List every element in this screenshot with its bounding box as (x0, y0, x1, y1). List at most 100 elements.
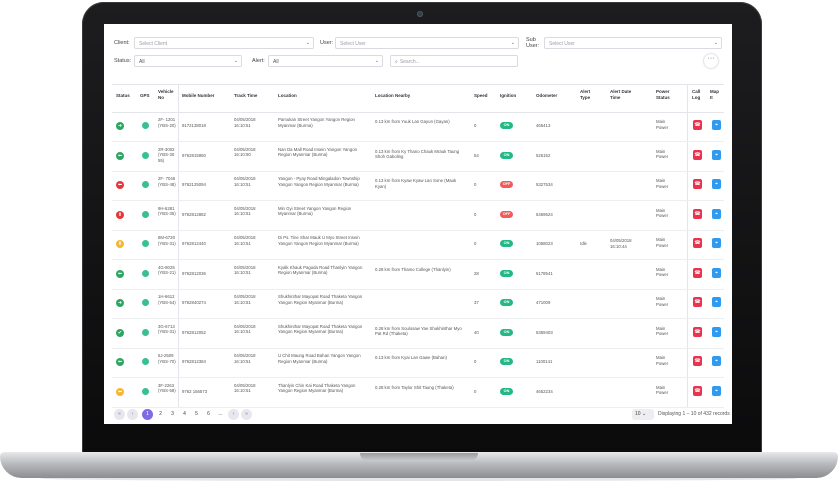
chevron-down-icon: ⌄ (641, 411, 647, 417)
column-header: GPS (140, 93, 150, 98)
user-select[interactable]: Select User ⌄ (335, 37, 519, 49)
column-header: Alert Date Time (610, 89, 632, 100)
search-icon: ⌕ (395, 59, 398, 65)
table-row[interactable]: ⬅ 4G-8025 (YBS-21) 9762812036 04/05/2018 16… (112, 259, 724, 290)
page-ellipsis: ... (218, 411, 223, 417)
call-log-button[interactable]: ☎ (693, 267, 702, 278)
gps-status-icon (142, 210, 149, 218)
table-row[interactable]: ⬅ 5J-2509 (YBS-70) 9762812384 04/05/2018 16… (112, 347, 724, 378)
map-pin-button[interactable]: ⌖ (712, 326, 721, 337)
call-log-button[interactable]: ☎ (693, 208, 702, 219)
table-row[interactable]: ✔ 3G-6713 (YBS-31) 9762812052 04/05/2018 16… (112, 318, 724, 349)
map-pin-button[interactable]: ⌖ (712, 238, 721, 248)
track-time: 04/05/2018 16:10:51 (234, 264, 256, 276)
gps-status-icon (142, 151, 149, 159)
power-status: Main Power (656, 207, 669, 219)
map-pin-button[interactable]: ⌖ (712, 120, 721, 130)
table-row[interactable]: ⬅ 3F-2263 (YBS-58) 9762 156573 04/05/2018 1… (112, 377, 724, 408)
chevron-down-icon: ⌄ (374, 58, 379, 64)
column-header: Map It (710, 89, 719, 100)
page-5-button[interactable]: 5 (195, 411, 198, 417)
alert-select-text: All (273, 59, 279, 65)
more-options-button[interactable]: ··· (704, 54, 718, 68)
app-screen: Client: Select Client ⌄ User: Select Use… (104, 24, 732, 424)
vehicle-no: 5J-2509 (YBS-70) (158, 353, 176, 364)
subuser-select[interactable]: Select User ⌄ (544, 37, 722, 49)
vehicle-no: 2F- 1201 (YBS-20) (158, 117, 176, 128)
status-green-icon: ➜ (116, 299, 124, 307)
page-4-button[interactable]: 4 (183, 411, 186, 417)
filter-bar: Client: Select Client ⌄ User: Select Use… (112, 37, 724, 73)
map-pin-button[interactable]: ⌖ (712, 297, 721, 307)
map-pin-button[interactable]: ⌖ (712, 267, 721, 278)
track-time: 04/05/2018 16:10:51 (234, 235, 256, 246)
vehicle-no: 9H-6281 (YBS-35) (158, 205, 176, 217)
map-pin-button[interactable]: ⌖ (712, 385, 721, 396)
map-pin-button[interactable]: ⌖ (712, 356, 721, 366)
alert-select[interactable]: All ⌄ (268, 55, 383, 67)
vehicle-no: 2R-3002 (YBS-30 55) (158, 146, 175, 163)
page-6-button[interactable]: 6 (207, 411, 210, 417)
column-header: Call Log (692, 89, 701, 100)
call-log-button[interactable]: ☎ (693, 297, 702, 307)
per-page-select[interactable]: 10 ⌄ (632, 409, 654, 420)
pagination: « ‹ 1 2 3 4 5 6 ... › » 10 ⌄ Displaying … (112, 408, 730, 422)
track-time: 04/05/2018 16:10:51 (234, 117, 256, 128)
table-row[interactable]: ⬅ 2F- 7046 (YBS-48) 9762125094 04/05/2018 1… (112, 170, 724, 201)
mobile-number: 9762812384 (182, 359, 206, 364)
table-row[interactable]: ⬅ 2R-3002 (YBS-30 55) 9762815950 04/05/2018… (112, 141, 724, 172)
status-green-icon: ➜ (116, 122, 124, 130)
odometer: 5469524 (536, 211, 553, 217)
power-status: Main Power (656, 266, 669, 278)
search-placeholder: Search... (399, 59, 420, 65)
page-2-button[interactable]: 2 (159, 411, 162, 417)
search-input[interactable]: ⌕ Search... (390, 55, 518, 67)
call-log-button[interactable]: ☎ (693, 326, 702, 337)
call-log-button[interactable]: ☎ (693, 149, 702, 160)
last-page-button[interactable]: » (241, 409, 252, 420)
laptop-notch (360, 453, 478, 461)
status-red-icon: ⬆ (116, 210, 124, 219)
odometer: 526152 (536, 152, 551, 158)
user-label: User: (320, 40, 334, 46)
call-log-button[interactable]: ☎ (693, 238, 702, 248)
client-label: Client: (114, 40, 130, 46)
first-page-button[interactable]: « (114, 409, 125, 420)
map-pin-button[interactable]: ⌖ (712, 149, 721, 160)
page-1-button[interactable]: 1 (142, 409, 153, 420)
power-status: Main Power (656, 119, 669, 130)
next-page-button[interactable]: › (228, 409, 239, 420)
table-row[interactable]: ⬆ 9H-6281 (YBS-35) 9762812882 04/05/2018 16… (112, 200, 724, 231)
location-nearby: 0.13 km from Kyai Lan Gawe (Bahan) (375, 355, 447, 360)
call-log-button[interactable]: ☎ (693, 356, 702, 366)
odometer: 4652234 (536, 388, 553, 394)
call-log-button[interactable]: ☎ (693, 120, 702, 130)
call-log-button[interactable]: ☎ (693, 385, 702, 396)
table-row[interactable]: ⬆ 8M-6730 (YBS-31) 9762812440 04/05/2018 16… (112, 229, 724, 260)
location: Shukhinthar Mayopat Road Thaketa Yangon … (278, 294, 363, 305)
power-status: Main Power (656, 296, 669, 307)
page-3-button[interactable]: 3 (171, 411, 174, 417)
map-pin-button[interactable]: ⌖ (712, 179, 721, 189)
ignition-badge: ON (500, 358, 513, 365)
column-header: Alert Type (580, 89, 591, 100)
location: Di Ps. Tine Shar Mauk U Myo Street Insei… (278, 235, 360, 246)
prev-page-button[interactable]: ‹ (127, 409, 138, 420)
speed: 37 (474, 300, 479, 305)
status-select[interactable]: All ⌄ (134, 55, 242, 67)
table-row[interactable]: ➜ 1H-6612 (YBS-54) 9762840274 04/05/2018 16… (112, 288, 724, 319)
track-time: 04/05/2018 16:10:51 (234, 294, 256, 305)
odometer: 5327534 (536, 182, 553, 187)
odometer: 465413 (536, 123, 551, 128)
client-select[interactable]: Select Client ⌄ (134, 37, 314, 49)
track-time: 04/05/2018 16:10:51 (234, 205, 256, 217)
call-log-button[interactable]: ☎ (693, 179, 702, 189)
chevron-down-icon: ⌄ (713, 40, 718, 46)
map-pin-button[interactable]: ⌖ (712, 208, 721, 219)
column-header: Power Status (656, 89, 670, 100)
vehicle-no: 3G-6713 (YBS-31) (158, 323, 176, 335)
table-row[interactable]: ➜ 2F- 1201 (YBS-20) 9172138018 04/05/2018 1… (112, 111, 724, 142)
location-nearby: 0.13 km from Yuuk Lan Gayun (Gayan) (375, 119, 450, 124)
power-status: Main Power (656, 148, 669, 160)
speed: 0 (474, 211, 477, 217)
